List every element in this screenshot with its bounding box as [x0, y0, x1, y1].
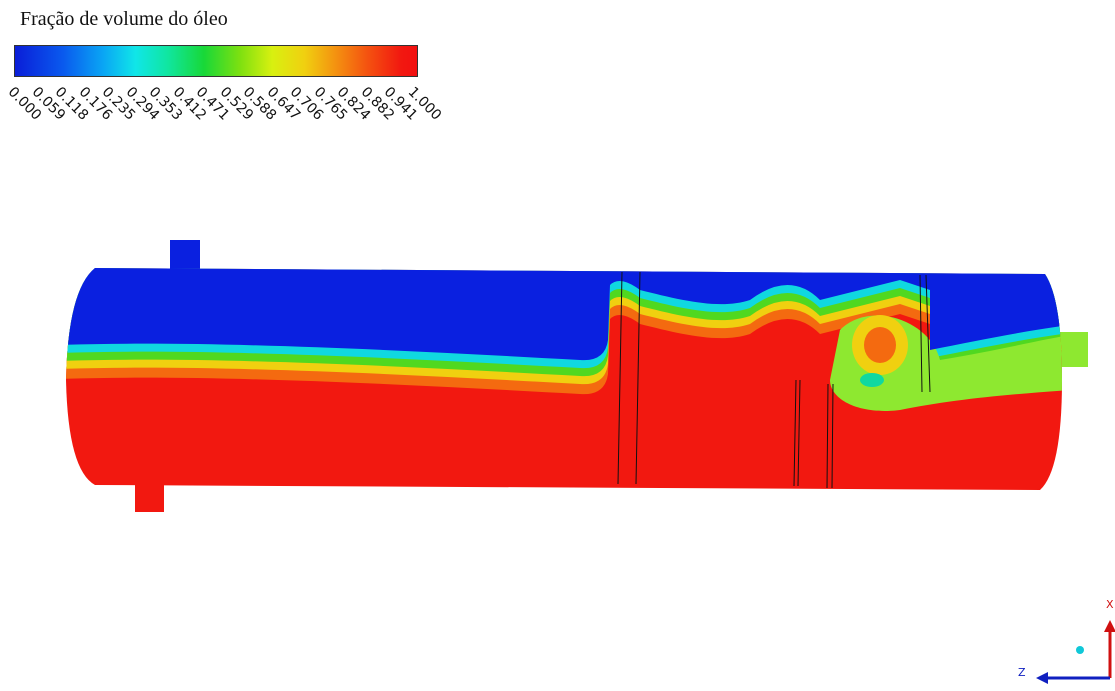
inlet-nozzle	[170, 240, 200, 270]
volume-fraction-field	[60, 260, 1070, 500]
axis-label: X	[1106, 598, 1114, 611]
water-outlet-nozzle	[135, 484, 164, 512]
viewport: Fração de volume do óleo	[0, 0, 1115, 691]
axis-triad: Z X	[1018, 598, 1115, 684]
axis-label: Z	[1018, 666, 1026, 679]
